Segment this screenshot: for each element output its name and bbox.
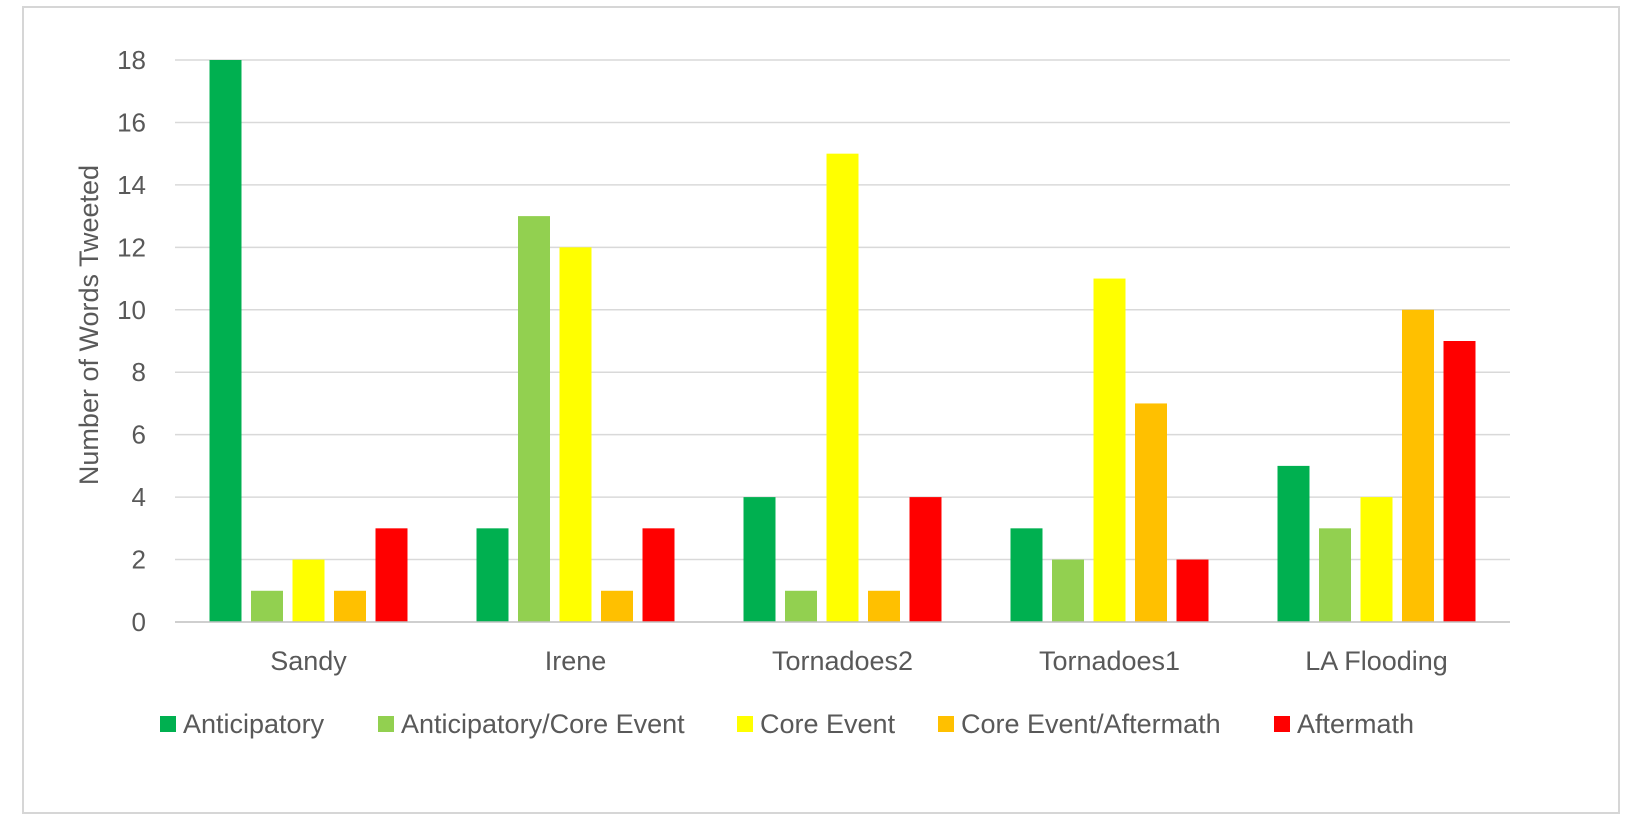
category-label: LA Flooding <box>1305 646 1448 676</box>
legend-swatch <box>378 716 394 732</box>
y-tick-label: 0 <box>132 607 146 637</box>
category-label: Tornadoes2 <box>772 646 913 676</box>
bar <box>209 60 242 622</box>
y-tick-label: 14 <box>117 170 146 200</box>
bar <box>642 528 675 622</box>
bar <box>251 590 283 622</box>
bar <box>559 247 592 623</box>
bar <box>476 528 509 622</box>
y-tick-label: 12 <box>117 232 146 262</box>
legend-swatch <box>160 716 176 732</box>
y-tick-label: 2 <box>132 545 146 575</box>
legend-swatch <box>737 716 753 732</box>
bar <box>1277 465 1310 622</box>
legend-swatch <box>1274 716 1290 732</box>
bar <box>909 497 942 622</box>
legend-label: Aftermath <box>1297 709 1414 739</box>
category-label: Irene <box>545 646 607 676</box>
bar <box>518 216 550 622</box>
y-tick-label: 8 <box>132 357 146 387</box>
y-tick-label: 10 <box>117 295 146 325</box>
bar <box>1135 403 1167 622</box>
y-tick-label: 16 <box>117 107 146 137</box>
legend-label: Core Event <box>760 709 896 739</box>
bar <box>334 590 366 622</box>
bar <box>868 590 900 622</box>
chart-frame <box>22 6 1620 814</box>
legend: Anticipatory Anticipatory/Core Event Core … <box>160 709 1414 739</box>
y-tick-label: 6 <box>132 420 146 450</box>
legend-label: Anticipatory <box>183 709 325 739</box>
y-tick-label: 4 <box>132 482 146 512</box>
bar <box>1176 559 1209 622</box>
bar <box>1319 528 1351 622</box>
legend-label: Core Event/Aftermath <box>961 709 1221 739</box>
category-label: Tornadoes1 <box>1039 646 1180 676</box>
bar <box>1443 341 1476 622</box>
y-tick-label: 18 <box>117 45 146 75</box>
legend-swatch <box>938 716 954 732</box>
category-label: Sandy <box>270 646 347 676</box>
category-labels: Sandy Irene Tornadoes2 Tornadoes1 LA Floodin… <box>270 646 1448 676</box>
bar <box>1360 497 1393 622</box>
bar <box>292 559 325 622</box>
y-axis-ticks: 0 2 4 6 8 10 12 14 16 18 <box>117 45 146 637</box>
bar <box>1052 559 1084 622</box>
bar <box>826 153 859 622</box>
legend-label: Anticipatory/Core Event <box>401 709 685 739</box>
bar <box>1093 278 1126 622</box>
bars <box>209 60 1476 623</box>
bar <box>785 590 817 622</box>
bar <box>1402 309 1434 622</box>
bar <box>1010 528 1043 622</box>
y-axis-title: Number of Words Tweeted <box>74 165 104 485</box>
bar <box>601 590 633 622</box>
bar <box>375 528 408 622</box>
bar <box>743 497 776 622</box>
